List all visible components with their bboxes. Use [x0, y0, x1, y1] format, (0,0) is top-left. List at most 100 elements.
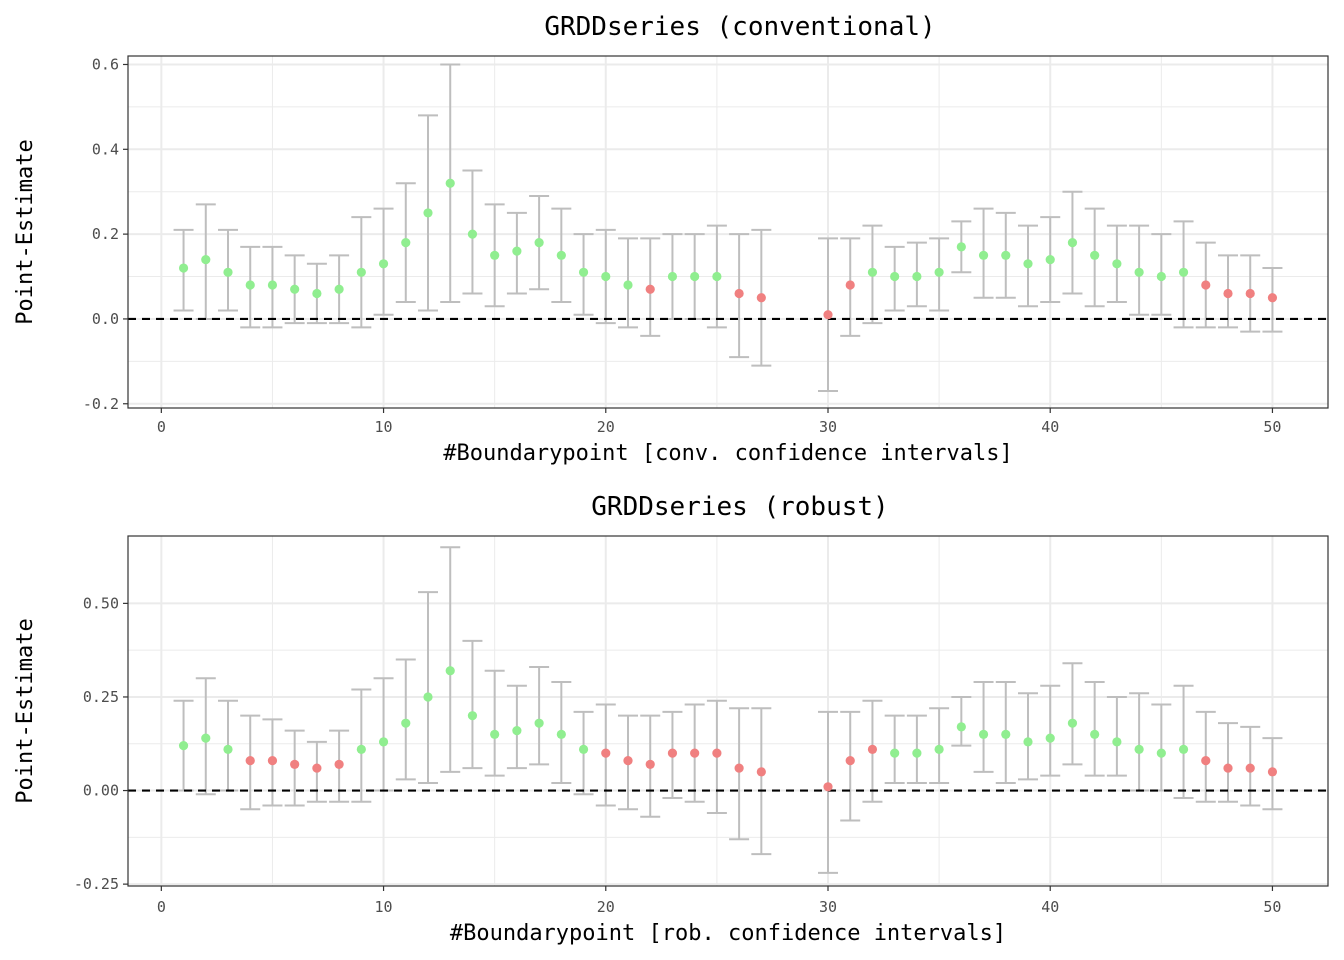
- errorbar: [973, 680, 994, 773]
- x-tick-label: 50: [1263, 898, 1281, 916]
- data-point: [401, 238, 411, 248]
- errorbar: [751, 707, 772, 856]
- data-point: [1178, 744, 1189, 754]
- data-point: [467, 711, 478, 721]
- errorbar: [951, 695, 972, 747]
- data-point: [290, 759, 300, 769]
- data-point: [556, 250, 566, 260]
- data-point: [645, 284, 655, 294]
- data-point: [1045, 733, 1055, 743]
- x-tick-label: 50: [1263, 418, 1281, 436]
- data-point: [956, 242, 966, 252]
- data-point: [956, 722, 966, 732]
- data-point: [178, 741, 189, 751]
- x-tick-label: 10: [375, 898, 393, 916]
- data-point: [467, 229, 478, 239]
- x-tick-label: 40: [1041, 418, 1059, 436]
- data-point: [867, 744, 878, 754]
- y-tick-label: -0.2: [83, 395, 119, 413]
- data-point: [1267, 767, 1278, 777]
- data-point: [578, 267, 589, 277]
- panel-background: [128, 536, 1328, 886]
- data-point: [267, 280, 278, 290]
- y-tick-label: -0.25: [74, 875, 119, 893]
- data-point: [556, 729, 566, 739]
- data-point: [845, 280, 855, 290]
- data-point: [756, 767, 766, 777]
- data-point: [423, 692, 433, 702]
- errorbar: [1173, 684, 1194, 800]
- data-point: [1045, 254, 1055, 265]
- data-point: [978, 250, 989, 260]
- errorbar: [1018, 692, 1038, 781]
- data-point: [1156, 271, 1166, 282]
- y-axis-title: Point-Estimate: [13, 618, 38, 803]
- data-point: [1245, 763, 1255, 773]
- panel-background: [128, 56, 1328, 408]
- data-point: [1023, 259, 1033, 269]
- data-point: [601, 271, 611, 282]
- errorbar: [818, 710, 838, 874]
- x-tick-label: 30: [819, 418, 837, 436]
- errorbar: [1218, 722, 1238, 803]
- data-point: [1067, 238, 1078, 248]
- y-tick-label: 0.0: [92, 310, 119, 328]
- data-point: [912, 748, 922, 758]
- data-point: [912, 271, 922, 282]
- data-point: [1134, 744, 1144, 754]
- errorbar: [484, 669, 505, 777]
- data-point: [512, 726, 522, 736]
- data-point: [1201, 280, 1211, 290]
- data-point: [334, 284, 344, 294]
- data-point: [1245, 288, 1255, 299]
- data-point: [1067, 718, 1078, 728]
- data-point: [645, 759, 655, 769]
- panel-border: [127, 55, 1329, 409]
- errorbar: [462, 639, 483, 770]
- data-point: [1201, 755, 1211, 766]
- errorbar: [840, 710, 861, 822]
- x-tick-label: 40: [1041, 898, 1059, 916]
- data-point: [356, 744, 366, 754]
- data-point: [734, 288, 744, 299]
- data-point: [1178, 267, 1189, 277]
- data-point: [690, 748, 700, 758]
- data-point: [578, 744, 589, 754]
- data-point: [623, 280, 633, 290]
- data-point: [823, 310, 833, 320]
- errorbar: [1106, 695, 1127, 777]
- data-point: [756, 293, 766, 303]
- data-point: [1223, 288, 1233, 299]
- data-point: [423, 208, 433, 218]
- data-point: [890, 748, 900, 758]
- x-tick-label: 0: [157, 898, 166, 916]
- errorbar: [729, 707, 750, 841]
- data-point: [1267, 293, 1278, 303]
- data-point: [490, 250, 500, 260]
- data-point: [223, 744, 233, 754]
- data-point: [934, 267, 944, 277]
- data-point: [867, 267, 878, 277]
- data-point: [1112, 259, 1122, 269]
- data-point: [890, 271, 900, 282]
- data-point: [223, 267, 233, 277]
- data-point: [245, 755, 255, 766]
- x-tick-label: 0: [157, 418, 166, 436]
- chart-panel-1: 0 10 20 30 40 50 -0.25 0.00 0.25 0.50 GRDDseries (…: [13, 492, 1329, 946]
- data-point: [1112, 737, 1122, 747]
- data-point: [534, 718, 544, 728]
- data-point: [445, 178, 455, 188]
- data-point: [712, 748, 722, 758]
- y-tick-label: 0.6: [92, 55, 119, 73]
- data-point: [1023, 737, 1033, 747]
- errorbar: [1062, 662, 1083, 766]
- x-tick-label: 30: [819, 898, 837, 916]
- data-point: [1090, 250, 1100, 260]
- y-tick-label: 0.25: [83, 688, 119, 706]
- y-axis-title: Point-Estimate: [13, 139, 38, 324]
- panel-border: [127, 535, 1329, 887]
- x-tick-label: 20: [597, 898, 615, 916]
- data-point: [178, 263, 189, 273]
- data-point: [378, 259, 389, 269]
